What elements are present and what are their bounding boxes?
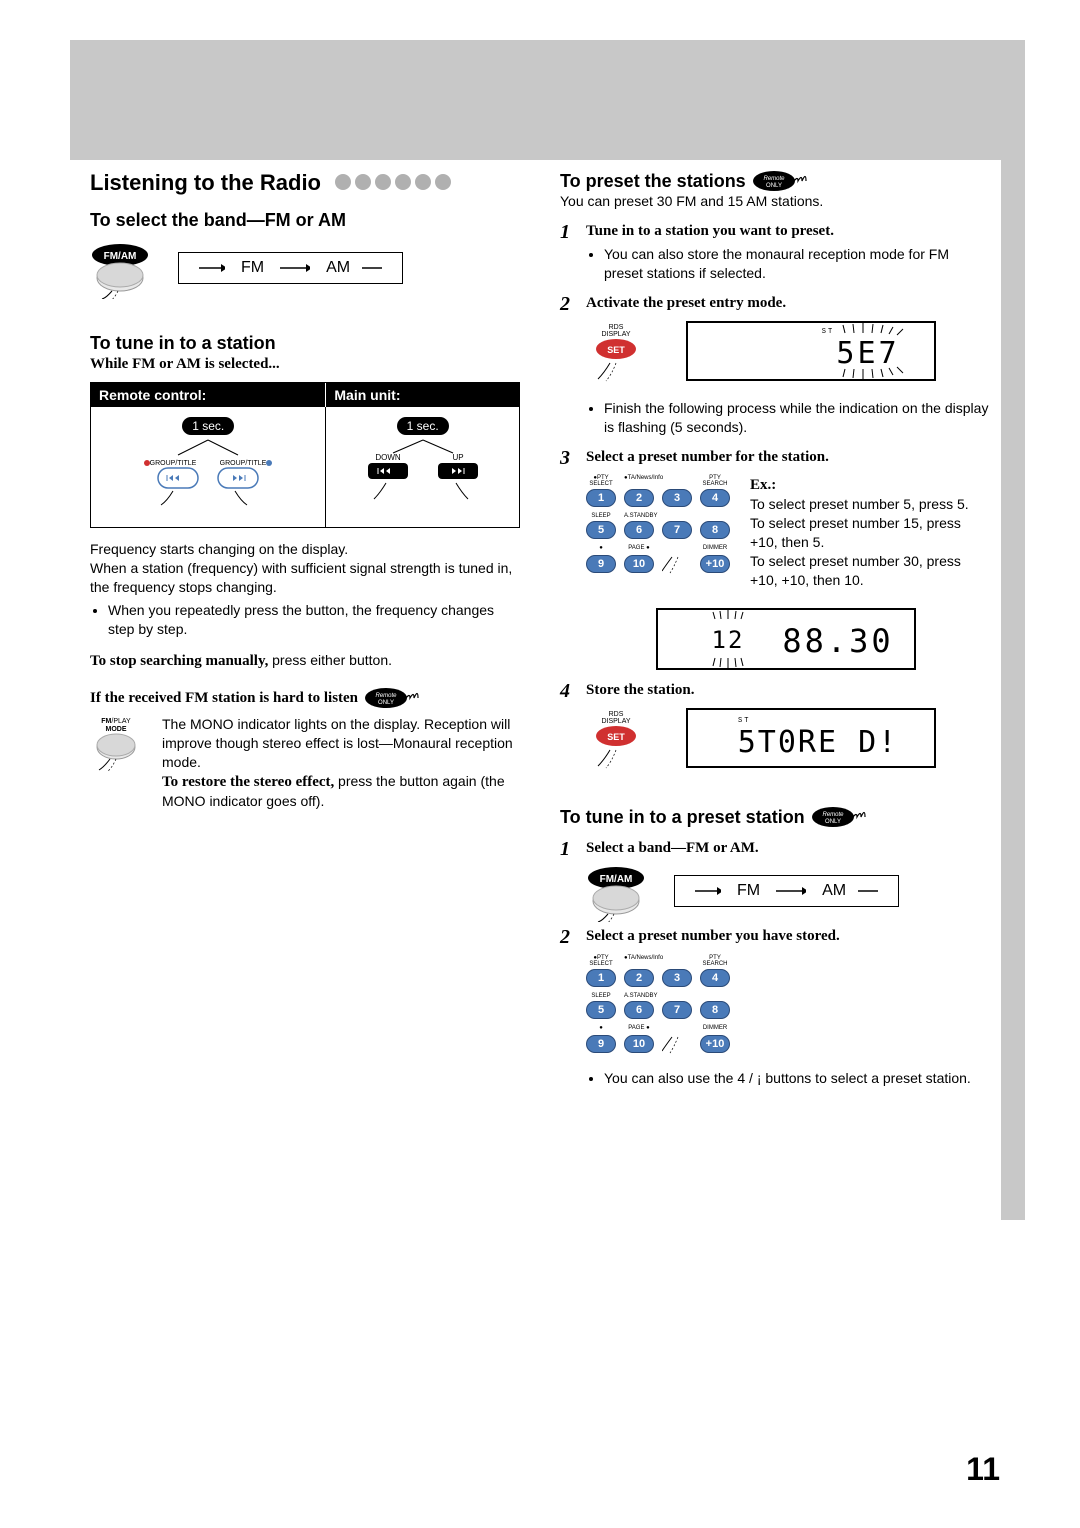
lcd-freq: 12 88.30: [656, 608, 916, 670]
svg-text:DISPLAY: DISPLAY: [601, 718, 630, 725]
sp-step-2: Select a preset number you have stored.: [586, 926, 990, 946]
band-am-label: AM: [326, 259, 350, 277]
stop-search: To stop searching manually, press either…: [90, 651, 520, 671]
also-use: You can also use the 4 / ¡ buttons to se…: [604, 1069, 990, 1088]
set-button-icon: RDS DISPLAY SET: [586, 321, 656, 391]
svg-text:MODE: MODE: [106, 726, 127, 733]
preset-intro: You can preset 30 FM and 15 AM stations.: [560, 192, 990, 211]
svg-text:RDS: RDS: [609, 324, 624, 331]
mono-p1: The MONO indicator lights on the display…: [162, 715, 520, 772]
ex-p1: To select preset number 5, press 5.: [750, 495, 990, 514]
hard-listen: If the received FM station is hard to li…: [90, 688, 358, 708]
heading-listening: Listening to the Radio: [90, 170, 321, 196]
remote-only-badge-icon: RemoteONLY: [752, 170, 820, 192]
set-button-icon: RDS DISPLAY SET: [586, 708, 656, 778]
tune-preset-title: To tune in to a preset station: [560, 807, 805, 828]
sp-step-2-num: 2: [560, 926, 578, 949]
step-1: Tune in to a station you want to preset.: [586, 221, 990, 241]
remote-buttons-icon: GROUP/TITLE GROUP/TITLE: [123, 435, 293, 515]
ex-p2: To select preset number 15, press +10, t…: [750, 514, 990, 552]
tune-table: Remote control: Main unit: 1 sec. GROUP/…: [90, 382, 520, 528]
keypad: ●PTY SELECT●TA/News/InfoPTY SEARCH 1234 …: [586, 475, 730, 590]
main-buttons-icon: DOWN UP: [348, 435, 498, 515]
band-am-label: AM: [822, 882, 846, 900]
finish-li: Finish the following process while the i…: [604, 399, 990, 437]
fmam-button-icon: FM/AM: [586, 866, 656, 922]
left-column: Listening to the Radio To select the ban…: [90, 60, 520, 1088]
step-1-num: 1: [560, 221, 578, 244]
fm-mode-button-icon: FM/PLAY MODE: [90, 715, 150, 775]
band-fm-label: FM: [241, 259, 264, 277]
svg-text:ONLY: ONLY: [766, 183, 782, 189]
band-fm-label: FM: [737, 882, 760, 900]
svg-text:Remote: Remote: [822, 812, 844, 818]
svg-text:GROUP/TITLE: GROUP/TITLE: [220, 460, 267, 467]
sec-label-remote: 1 sec.: [182, 417, 234, 435]
keypad-2: ●PTY SELECT●TA/News/InfoPTY SEARCH 1234 …: [586, 955, 730, 1061]
mono-mode-block: FM/PLAY MODE The MONO indicator lights o…: [90, 715, 520, 811]
tune-title: To tune in to a station: [90, 333, 520, 354]
step-3: Select a preset number for the station.: [586, 447, 990, 467]
step-1-li: You can also store the monaural receptio…: [604, 245, 990, 283]
preset-title: To preset the stations: [560, 171, 746, 192]
hard-listen-row: If the received FM station is hard to li…: [90, 687, 520, 709]
ex-label: Ex.:: [750, 475, 990, 495]
step-4-num: 4: [560, 680, 578, 703]
freq-p1: Frequency starts changing on the display…: [90, 540, 520, 559]
svg-text:UP: UP: [452, 453, 463, 462]
th-main: Main unit:: [326, 383, 519, 407]
svg-text:FM/AM: FM/AM: [600, 874, 633, 885]
svg-text:DISPLAY: DISPLAY: [601, 331, 630, 338]
svg-text:FM/AM: FM/AM: [104, 251, 137, 262]
svg-text:DOWN: DOWN: [375, 453, 401, 462]
th-remote: Remote control:: [91, 383, 326, 407]
svg-text:12: 12: [712, 626, 745, 654]
svg-text:ONLY: ONLY: [378, 700, 394, 706]
fmam-button-icon: FM/AM: [90, 243, 160, 299]
svg-text:88.30: 88.30: [782, 622, 893, 660]
svg-text:ST: ST: [738, 717, 750, 725]
heading-dots: [335, 174, 455, 193]
svg-text:GROUP/TITLE: GROUP/TITLE: [150, 460, 197, 467]
svg-text:FM/PLAY: FM/PLAY: [101, 718, 131, 725]
step-4: Store the station.: [586, 680, 990, 700]
svg-text:SET: SET: [607, 345, 625, 355]
step-3-num: 3: [560, 447, 578, 470]
remote-only-badge-icon: RemoteONLY: [811, 806, 879, 828]
fmam-diagram: FM/AM FM AM: [90, 243, 520, 293]
sec-label-main: 1 sec.: [397, 417, 449, 435]
svg-text:ST: ST: [822, 328, 834, 336]
select-band-title: To select the band—FM or AM: [90, 210, 520, 231]
sp-step-1-num: 1: [560, 838, 578, 861]
svg-text:Remote: Remote: [763, 176, 785, 182]
top-gray-bar: [70, 40, 1025, 160]
svg-text:RDS: RDS: [609, 711, 624, 718]
svg-text:SET: SET: [607, 732, 625, 742]
freq-p2: When a station (frequency) with sufficie…: [90, 559, 520, 597]
svg-text:5E7: 5E7: [836, 336, 899, 371]
step-2: Activate the preset entry mode.: [586, 293, 990, 313]
sp-step-1: Select a band—FM or AM.: [586, 838, 990, 858]
svg-text:ONLY: ONLY: [825, 819, 841, 825]
page-number: 11: [966, 1451, 1000, 1488]
remote-only-badge-icon: RemoteONLY: [364, 687, 432, 709]
right-column: To preset the stations RemoteONLY You ca…: [560, 60, 990, 1088]
lcd-stored: ST 5T0RE D!: [686, 708, 936, 768]
svg-text:5T0RE D!: 5T0RE D!: [738, 725, 899, 760]
lcd-set: ST 5E7: [686, 321, 936, 381]
restore-p: To restore the stereo effect, press the …: [162, 772, 520, 811]
freq-li: When you repeatedly press the button, th…: [108, 601, 520, 639]
step-2-num: 2: [560, 293, 578, 316]
ex-p3: To select preset number 30, press +10, +…: [750, 552, 990, 590]
while-selected: While FM or AM is selected...: [90, 354, 520, 374]
svg-text:Remote: Remote: [376, 693, 398, 699]
side-gray-bar: [1001, 40, 1025, 1220]
